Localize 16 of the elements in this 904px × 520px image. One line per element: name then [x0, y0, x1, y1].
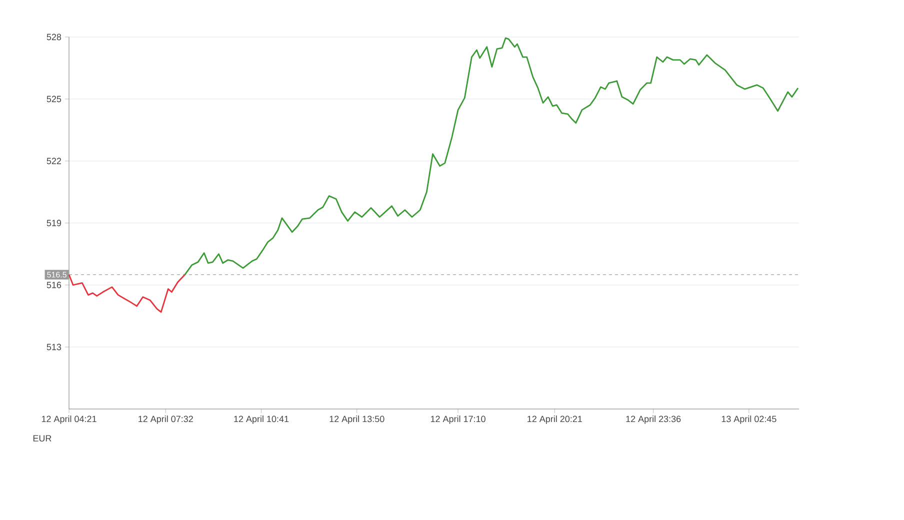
y-tick-label: 528: [46, 34, 62, 40]
y-tick-label: 522: [46, 158, 62, 164]
y-tick-label: 516: [46, 282, 62, 288]
x-tick-label: 12 April 13:50: [330, 416, 384, 424]
x-tick-label: 12 April 10:41: [234, 416, 289, 424]
y-tick-label: 519: [46, 220, 62, 226]
x-tick-label: 12 April 04:21: [42, 416, 96, 424]
x-tick-label: 13 April 02:45: [722, 416, 776, 424]
x-tick-label: 12 April 07:32: [138, 416, 193, 424]
y-tick-label: 525: [46, 96, 62, 102]
x-tick-label: 12 April 23:36: [626, 416, 681, 424]
text: EUR: [33, 435, 52, 442]
x-tick-label: 12 April 20:21: [528, 416, 582, 424]
x-tick-label: 12 April 17:10: [430, 416, 486, 424]
ref-line-label: 516.5: [47, 272, 66, 278]
y-tick-label: 513: [46, 344, 62, 350]
